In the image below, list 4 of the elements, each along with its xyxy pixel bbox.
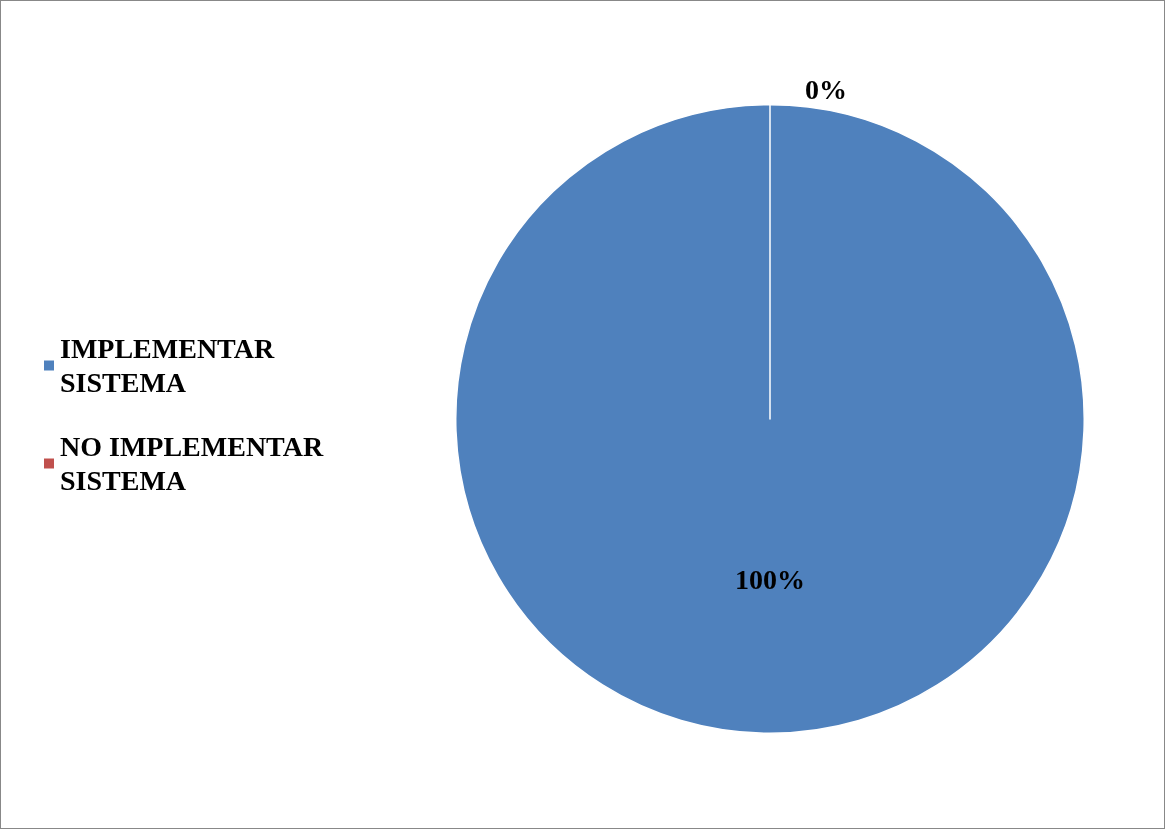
data-label: 100% [735,563,805,595]
legend-label: IMPLEMENTAR SISTEMA [60,333,282,398]
text: 0% [805,74,847,106]
legend-label: NO IMPLEMENTAR SISTEMA [60,431,331,496]
